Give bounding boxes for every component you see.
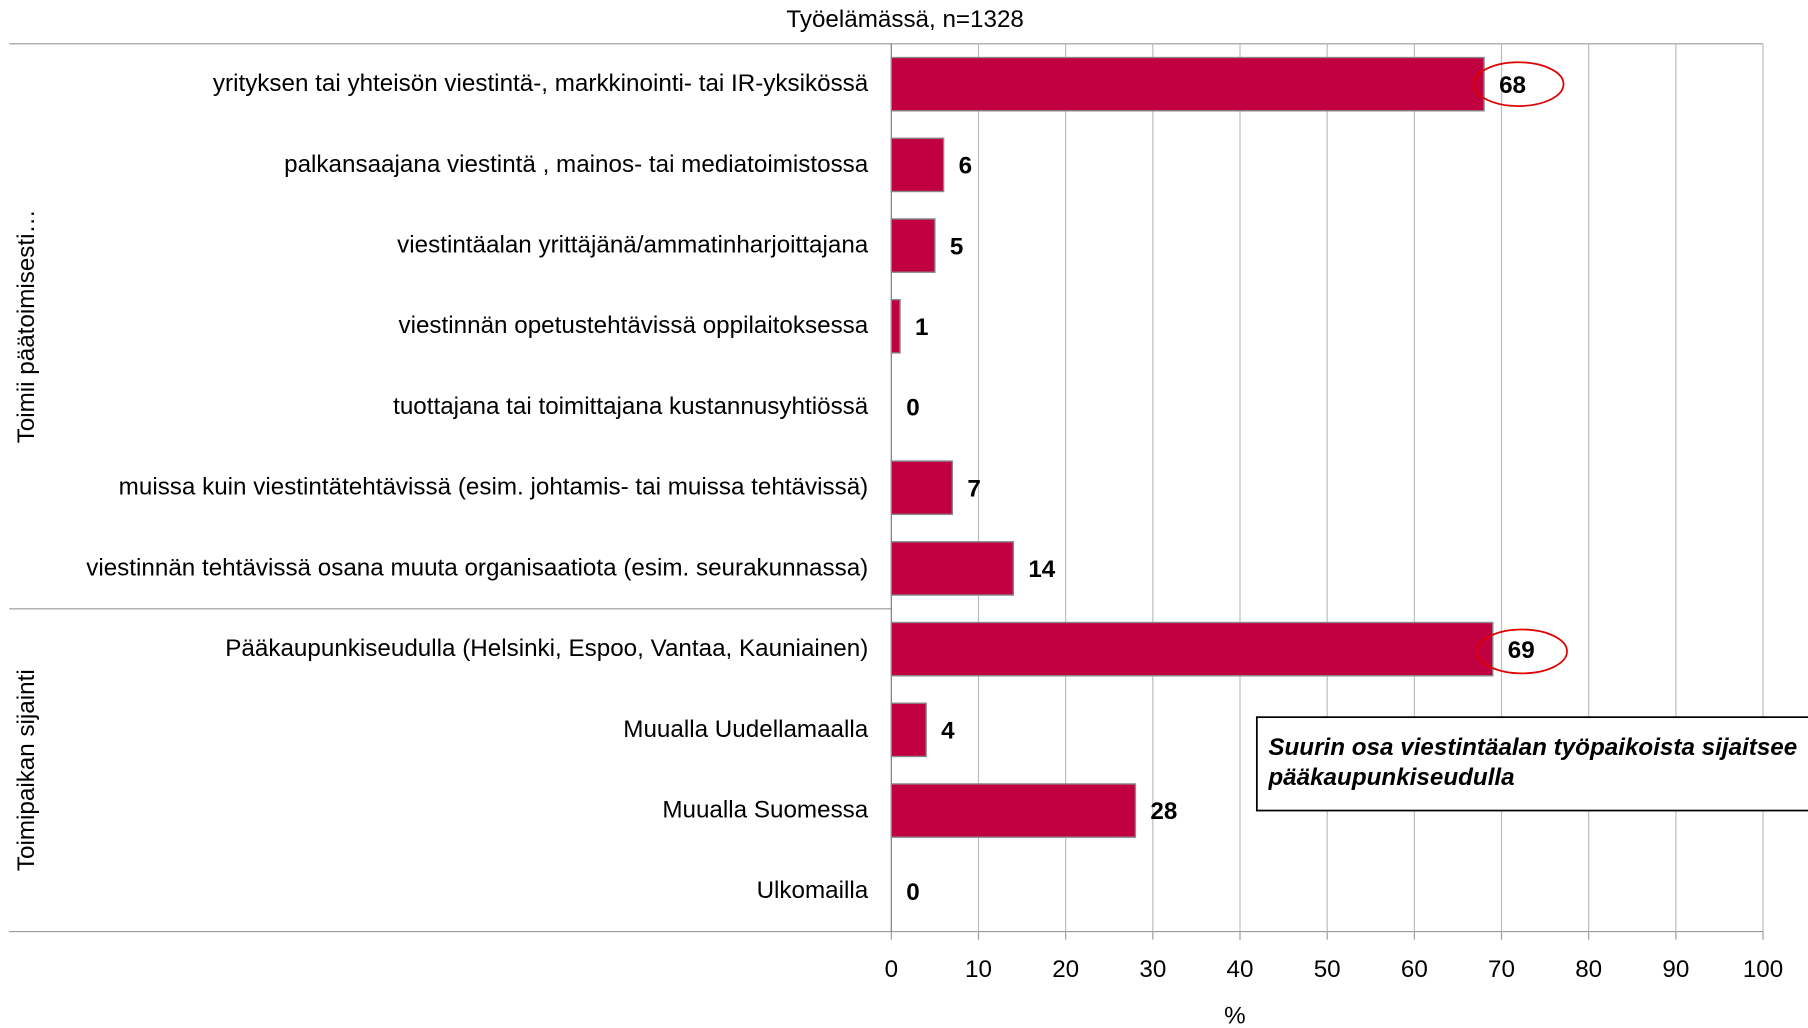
x-tick-label: 100 xyxy=(1743,956,1783,983)
x-axis-label: % xyxy=(1224,1002,1246,1028)
data-label: 5 xyxy=(950,233,963,260)
y-tick-label: Muualla Suomessa xyxy=(662,796,869,824)
x-tick-label: 0 xyxy=(885,956,898,983)
category-label: viestintäalan yrittäjänä/ammatinharjoitt… xyxy=(397,231,869,259)
y-tick-label: muissa kuin viestintätehtävissä (esim. j… xyxy=(118,473,869,501)
y-tick-label: Ulkomailla xyxy=(756,877,869,904)
bar xyxy=(890,460,954,516)
annotation-box xyxy=(1255,716,1808,812)
y-tick-label: viestinnän tehtävissä osana muuta organi… xyxy=(86,554,869,582)
data-label: 28 xyxy=(1150,798,1177,825)
x-tick-label: 30 xyxy=(1139,956,1166,983)
bar xyxy=(890,137,945,193)
data-label: 68 xyxy=(1499,72,1526,99)
bar xyxy=(890,218,936,273)
x-tick-label: 90 xyxy=(1662,956,1689,983)
annotation-text: Suurin osa viestintäalan työpaikoista si… xyxy=(1268,734,1798,791)
data-label: 6 xyxy=(959,153,972,180)
y-tick-label: Muualla Uudellamaalla xyxy=(623,716,869,743)
data-label: 1 xyxy=(915,314,928,341)
data-label: 7 xyxy=(967,475,980,502)
x-tick-label: 50 xyxy=(1314,956,1341,983)
category-label: Muualla Suomessa xyxy=(662,796,869,824)
group-label: Toimipaikan sijainti xyxy=(13,669,40,871)
chart-title: Työelämässä, n=1328 xyxy=(786,6,1023,33)
bar xyxy=(890,702,927,758)
x-tick-label: 20 xyxy=(1052,956,1079,983)
category-label: yrityksen tai yhteisön viestintä-, markk… xyxy=(212,70,869,97)
category-label: Muualla Uudellamaalla xyxy=(623,716,869,743)
group-label: Toimii päätoimisesti… xyxy=(13,209,40,443)
data-label: 0 xyxy=(906,879,919,906)
category-label: palkansaajana viestintä , mainos- tai me… xyxy=(284,151,869,178)
bar xyxy=(890,621,1494,677)
category-label: tuottajana tai toimittajana kustannusyht… xyxy=(393,393,869,420)
x-tick-label: 10 xyxy=(965,956,992,983)
y-tick-label: tuottajana tai toimittajana kustannusyht… xyxy=(393,393,869,420)
y-tick-label: viestintäalan yrittäjänä/ammatinharjoitt… xyxy=(397,231,869,259)
y-tick-label: Pääkaupunkiseudulla (Helsinki, Espoo, Va… xyxy=(225,635,869,662)
x-tick-label: 40 xyxy=(1227,956,1254,983)
category-label: viestinnän opetustehtävissä oppilaitokse… xyxy=(398,312,869,339)
data-label: 0 xyxy=(906,395,919,422)
y-tick-label: yrityksen tai yhteisön viestintä-, markk… xyxy=(212,70,869,97)
x-tick-label: 70 xyxy=(1488,956,1515,983)
annotation: Suurin osa viestintäalan työpaikoista si… xyxy=(1268,734,1798,791)
data-label: 4 xyxy=(941,718,955,745)
category-label: Ulkomailla xyxy=(756,877,869,904)
data-label: 69 xyxy=(1508,637,1535,664)
bar xyxy=(890,56,1485,112)
bar xyxy=(890,783,1137,838)
x-tick-label: 80 xyxy=(1575,956,1602,983)
data-label: 14 xyxy=(1028,556,1055,583)
y-tick-label: palkansaajana viestintä , mainos- tai me… xyxy=(284,151,869,178)
bar xyxy=(890,298,901,354)
category-label: viestinnän tehtävissä osana muuta organi… xyxy=(86,554,869,582)
x-tick-label: 60 xyxy=(1401,956,1428,983)
category-label: Pääkaupunkiseudulla (Helsinki, Espoo, Va… xyxy=(225,635,869,662)
y-tick-label: viestinnän opetustehtävissä oppilaitokse… xyxy=(398,312,869,339)
bar xyxy=(890,541,1015,596)
category-label: muissa kuin viestintätehtävissä (esim. j… xyxy=(118,473,869,501)
highlight-ellipse xyxy=(1472,61,1565,107)
highlight-ellipse xyxy=(1476,628,1568,675)
bars xyxy=(890,56,1494,838)
